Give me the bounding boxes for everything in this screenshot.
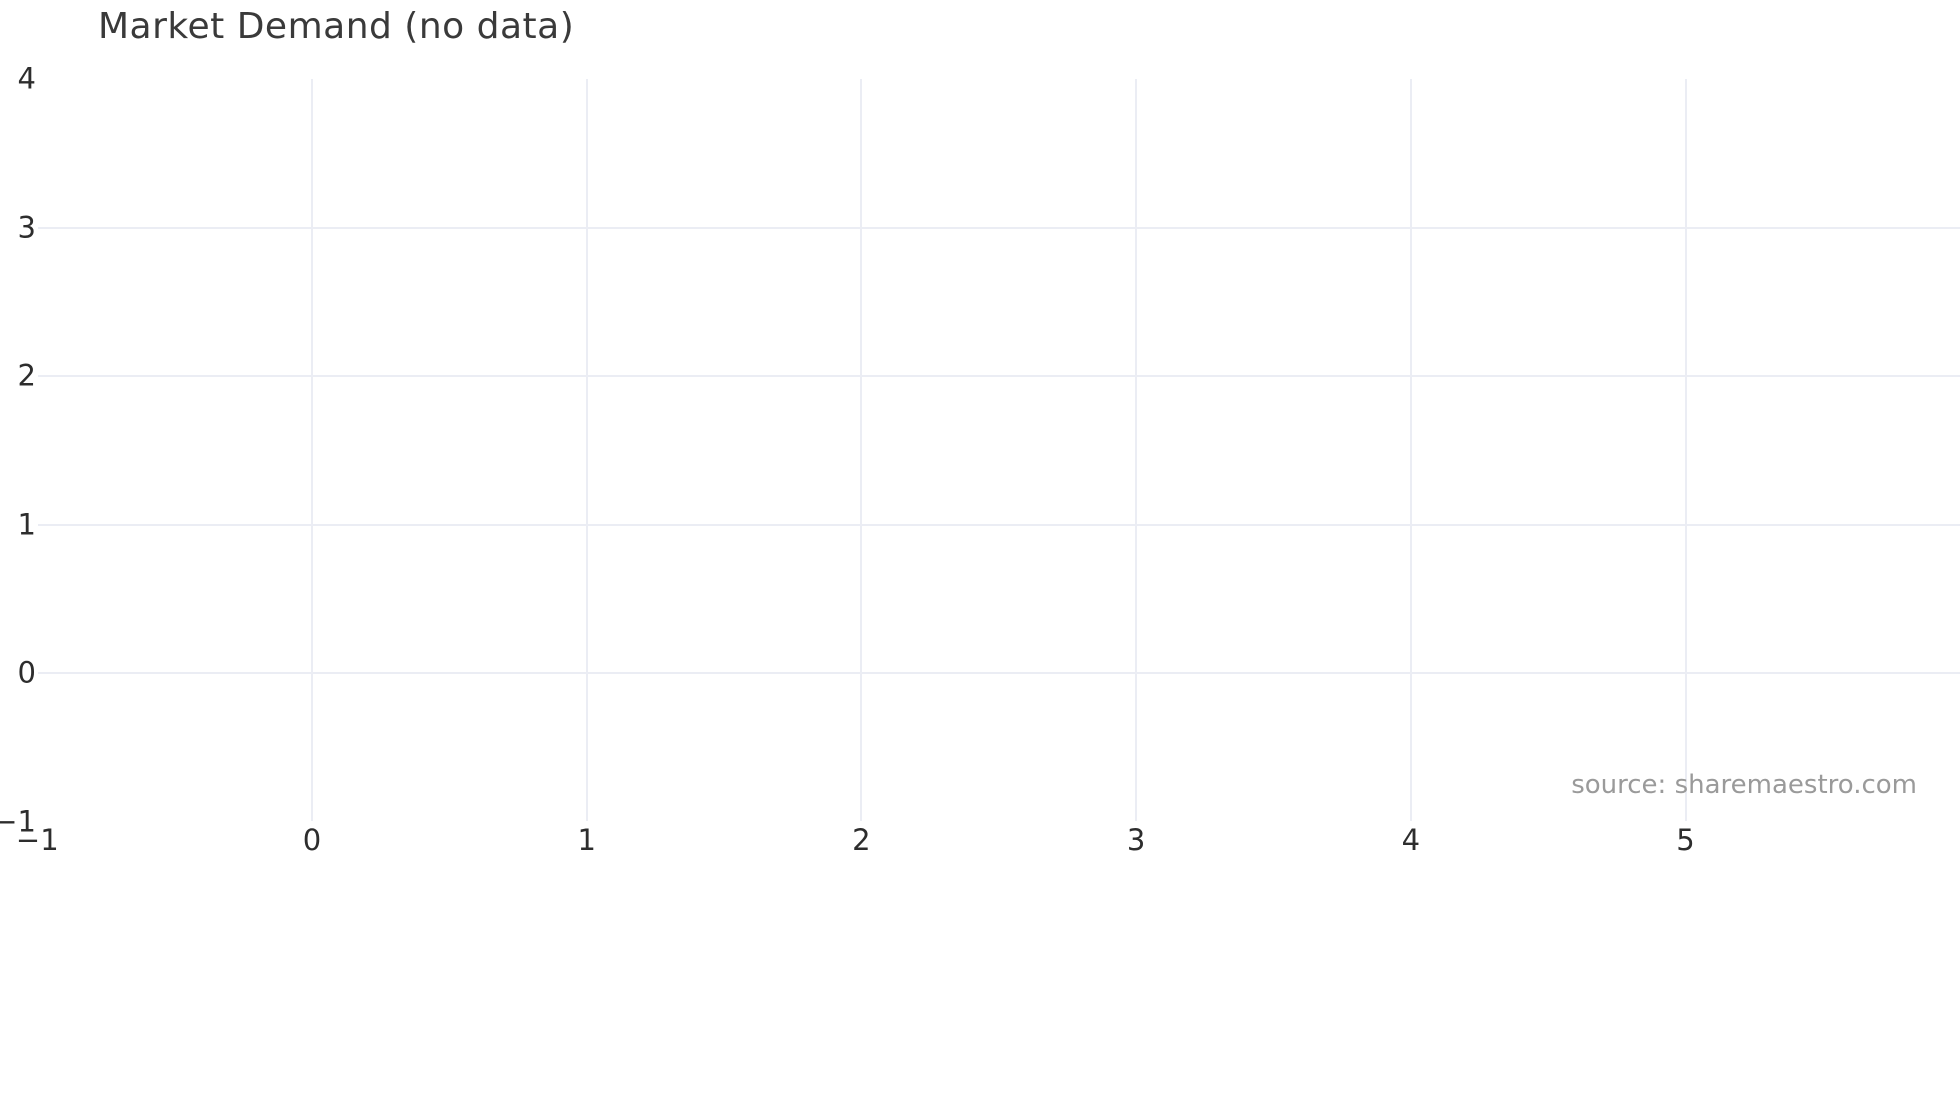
v-gridline-x-1: [585, 79, 588, 821]
y-tick-label-2: 2: [17, 358, 36, 393]
x-tick-label-0: 0: [302, 823, 322, 857]
v-gridline-x-0: [311, 79, 313, 821]
x-tick-label-3: 3: [1126, 823, 1146, 857]
y-tick-label-−1: −1: [0, 803, 36, 838]
v-gridline-x-5: [1684, 79, 1687, 821]
h-gridline-y-2: [38, 375, 1960, 377]
x-tick-label-2: 2: [852, 823, 871, 857]
x-tick-label-−1: −1: [15, 823, 59, 857]
x-tick-label-4: 4: [1401, 823, 1421, 857]
h-gridline-y-3: [38, 226, 1960, 229]
source-annotation: source: sharemaestro.com: [1571, 770, 1917, 800]
v-gridline-x-3: [1135, 79, 1138, 821]
h-gridline-y-1: [38, 523, 1960, 526]
h-gridline-y-0: [38, 672, 1960, 674]
y-tick-label-4: 4: [17, 61, 36, 96]
y-tick-label-1: 1: [17, 506, 36, 541]
x-tick-label-1: 1: [577, 823, 596, 857]
y-tick-label-0: 0: [17, 655, 36, 690]
y-tick-label-3: 3: [17, 209, 36, 244]
chart-title: Market Demand (no data): [98, 6, 575, 47]
x-tick-label-5: 5: [1676, 823, 1695, 857]
v-gridline-x-4: [1409, 79, 1412, 821]
v-gridline-x-2: [860, 79, 863, 821]
